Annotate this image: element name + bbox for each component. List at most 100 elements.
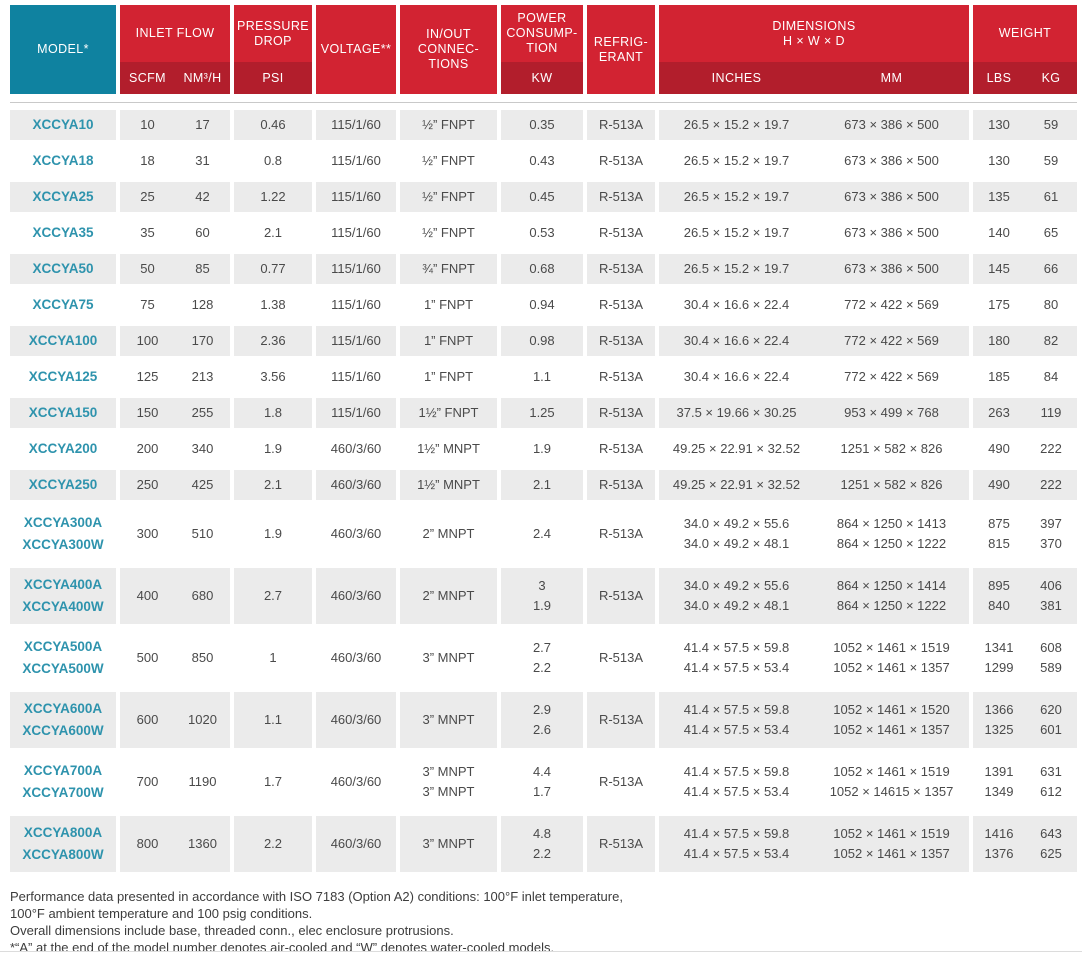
cell-scfm: 25 — [120, 182, 175, 212]
cell-kw: 1.1 — [532, 369, 552, 384]
cell-nm3h: 60 — [195, 225, 210, 240]
table-row: XCCYA100 100 170 2.36 115/1/60 1” FNPT 0… — [10, 323, 1077, 359]
header-mm: MM — [814, 62, 969, 94]
cell-kg: 80 — [1043, 297, 1059, 312]
cell-mm: 1052 × 1461 × 1520 1052 × 1461 × 1357 — [814, 692, 969, 748]
cell-model-link[interactable]: XCCYA600A XCCYA600W — [10, 692, 116, 748]
footnote-line: 100°F ambient temperature and 100 psig c… — [10, 906, 313, 921]
cell-connections: 1” FNPT — [423, 297, 474, 312]
cell-kw: 1.9 — [532, 441, 552, 456]
table-row: XCCYA200 200 340 1.9 460/3/60 1½” MNPT 1… — [10, 431, 1077, 467]
cell-model-link[interactable]: XCCYA35 — [32, 225, 94, 240]
cell-voltage: 460/3/60 — [330, 774, 382, 789]
cell-model-link[interactable]: XCCYA500A XCCYA500W — [22, 639, 104, 676]
cell-kw: 2.7 2.2 — [532, 640, 552, 675]
cell-kw: 0.68 — [501, 254, 583, 284]
header-inches: INCHES — [659, 62, 814, 94]
cell-mm: 673 × 386 × 500 — [814, 110, 969, 140]
cell-nm3h: 1360 — [175, 816, 230, 872]
cell-model-link[interactable]: XCCYA200 — [28, 441, 98, 456]
cell-lbs: 130 — [988, 153, 1010, 168]
cell-lbs: 185 — [988, 369, 1010, 384]
cell-pressure-drop: 2.7 — [234, 568, 312, 624]
cell-scfm: 250 — [120, 470, 175, 500]
cell-mm: 772 × 422 × 569 — [844, 369, 939, 384]
cell-lbs: 140 — [988, 225, 1010, 240]
table-row: XCCYA700A XCCYA700W 700 1190 1.7 460/3/60… — [10, 751, 1077, 813]
cell-model-link[interactable]: XCCYA250 — [10, 470, 116, 500]
cell-model-link[interactable]: XCCYA125 — [28, 369, 98, 384]
cell-lbs: 263 — [973, 398, 1025, 428]
cell-mm: 953 × 499 × 768 — [814, 398, 969, 428]
cell-model-link[interactable]: XCCYA100 — [10, 326, 116, 356]
cell-model-link[interactable]: XCCYA400A XCCYA400W — [10, 568, 116, 624]
cell-model-link[interactable]: XCCYA700A XCCYA700W — [22, 763, 104, 800]
cell-model-link[interactable]: XCCYA150 — [10, 398, 116, 428]
cell-inches: 30.4 × 16.6 × 22.4 — [659, 326, 814, 356]
cell-nm3h: 340 — [191, 441, 214, 456]
cell-refrigerant: R-513A — [587, 568, 655, 624]
cell-connections: 1” FNPT — [423, 369, 474, 384]
cell-scfm: 300 — [136, 526, 159, 541]
cell-kg: 59 — [1025, 110, 1077, 140]
cell-model-link[interactable]: XCCYA800A XCCYA800W — [10, 816, 116, 872]
cell-voltage: 460/3/60 — [316, 568, 396, 624]
cell-lbs: 135 — [973, 182, 1025, 212]
cell-model-link[interactable]: XCCYA300A XCCYA300W — [22, 515, 104, 552]
cell-inches: 26.5 × 15.2 × 19.7 — [683, 153, 790, 168]
header-connections: IN/OUT CONNEC- TIONS — [400, 5, 497, 94]
cell-voltage: 460/3/60 — [316, 470, 396, 500]
cell-inches: 41.4 × 57.5 × 59.8 41.4 × 57.5 × 53.4 — [683, 764, 790, 799]
table-row: XCCYA125 125 213 3.56 115/1/60 1” FNPT 1… — [10, 359, 1077, 395]
cell-nm3h: 1020 — [175, 692, 230, 748]
cell-scfm: 600 — [120, 692, 175, 748]
header-kw: KW — [501, 62, 583, 94]
cell-nm3h: 213 — [191, 369, 214, 384]
cell-inches: 41.4 × 57.5 × 59.8 41.4 × 57.5 × 53.4 — [659, 816, 814, 872]
cell-mm: 864 × 1250 × 1413 864 × 1250 × 1222 — [836, 516, 947, 551]
cell-voltage: 115/1/60 — [331, 225, 381, 240]
cell-nm3h: 850 — [191, 650, 214, 665]
cell-kg: 222 — [1040, 441, 1062, 456]
cell-model-link[interactable]: XCCYA25 — [10, 182, 116, 212]
cell-model-link[interactable]: XCCYA18 — [32, 153, 94, 168]
cell-pressure-drop: 1.7 — [263, 774, 283, 789]
cell-connections: ½” FNPT — [400, 182, 497, 212]
cell-kg: 65 — [1043, 225, 1059, 240]
cell-lbs: 130 — [973, 110, 1025, 140]
header-voltage: VOLTAGE** — [316, 5, 396, 94]
cell-kw: 4.8 2.2 — [501, 816, 583, 872]
cell-pressure-drop: 1.9 — [263, 441, 283, 456]
header-divider-rule — [10, 102, 1077, 103]
table-row: XCCYA75 75 128 1.38 115/1/60 1” FNPT 0.9… — [10, 287, 1077, 323]
cell-kg: 406 381 — [1025, 568, 1077, 624]
cell-inches: 34.0 × 49.2 × 55.6 34.0 × 49.2 × 48.1 — [659, 568, 814, 624]
cell-kg: 119 — [1025, 398, 1077, 428]
cell-voltage: 460/3/60 — [316, 816, 396, 872]
table-row: XCCYA800A XCCYA800W 800 1360 2.2 460/3/60… — [10, 813, 1077, 875]
cell-inches: 41.4 × 57.5 × 59.8 41.4 × 57.5 × 53.4 — [683, 640, 790, 675]
header-lbs: LBS — [973, 62, 1025, 94]
cell-voltage: 460/3/60 — [330, 650, 382, 665]
cell-model-link[interactable]: XCCYA50 — [10, 254, 116, 284]
cell-voltage: 460/3/60 — [316, 692, 396, 748]
cell-model-link[interactable]: XCCYA75 — [32, 297, 94, 312]
cell-scfm: 800 — [120, 816, 175, 872]
cell-mm: 1052 × 1461 × 1519 1052 × 14615 × 1357 — [829, 764, 954, 799]
table-row: XCCYA300A XCCYA300W 300 510 1.9 460/3/60 … — [10, 503, 1077, 565]
cell-kg: 84 — [1043, 369, 1059, 384]
cell-pressure-drop: 2.36 — [234, 326, 312, 356]
cell-mm: 1251 × 582 × 826 — [814, 470, 969, 500]
cell-inches: 49.25 × 22.91 × 32.52 — [672, 441, 801, 456]
cell-nm3h: 17 — [175, 110, 230, 140]
cell-mm: 673 × 386 × 500 — [814, 182, 969, 212]
cell-kw: 2.4 — [532, 526, 552, 541]
header-dimensions: DIMENSIONS H × W × D — [659, 5, 969, 62]
cell-pressure-drop: 2.2 — [234, 816, 312, 872]
table-row: XCCYA18 18 31 0.8 115/1/60 ½” FNPT 0.43 … — [10, 143, 1077, 179]
cell-kg: 643 625 — [1025, 816, 1077, 872]
cell-refrigerant: R-513A — [598, 774, 644, 789]
cell-model-link[interactable]: XCCYA10 — [10, 110, 116, 140]
header-inlet-flow: INLET FLOW — [120, 5, 230, 62]
